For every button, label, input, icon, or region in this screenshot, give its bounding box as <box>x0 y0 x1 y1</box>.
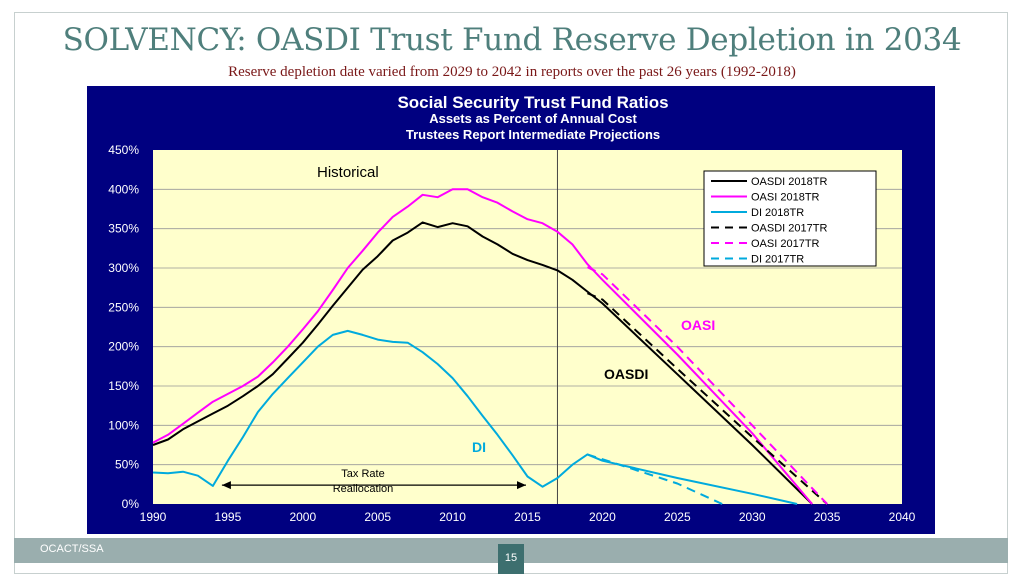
legend: OASDI 2018TR OASI 2018TR DI 2018TR OASDI 20… <box>703 170 877 267</box>
series-line-di-2017tr <box>587 453 723 505</box>
legend-label: DI 2017TR <box>751 254 804 266</box>
footer-org: OCACT/SSA <box>40 543 104 555</box>
x-axis-ticks: 1990 1995 2000 2005 2010 2015 2020 2025 2030 2035… <box>140 510 916 524</box>
slide-title: SOLVENCY: OASDI Trust Fund Reserve Deple… <box>62 22 962 58</box>
x-tick-label: 2000 <box>289 510 316 524</box>
x-tick-label: 1990 <box>140 510 167 524</box>
series-lines <box>152 188 828 505</box>
x-tick-label: 2030 <box>739 510 766 524</box>
legend-label: OASI 2018TR <box>751 192 820 204</box>
chart-subtitle-2: Trustees Report Intermediate Projections <box>406 127 660 142</box>
y-tick-label: 50% <box>115 458 139 472</box>
series-line-oasdi-2018tr <box>152 221 813 505</box>
y-tick-label: 100% <box>108 418 139 432</box>
legend-items: OASDI 2018TR OASI 2018TR DI 2018TR OASDI 20… <box>711 176 827 266</box>
annotation-di: DI <box>472 439 486 455</box>
chart-container: Social Security Trust Fund Ratios Assets… <box>87 86 935 534</box>
annotation-reallocation: Reallocation <box>333 483 394 495</box>
y-axis-ticks: 0% 50% 100% 150% 200% 250% 300% 350% 400% 450% <box>108 143 139 511</box>
y-tick-label: 400% <box>108 182 139 196</box>
y-tick-label: 250% <box>108 300 139 314</box>
arrow-head-right <box>517 481 527 490</box>
x-tick-label: 1995 <box>215 510 242 524</box>
y-tick-label: 150% <box>108 379 139 393</box>
legend-label: OASDI 2017TR <box>751 223 827 235</box>
legend-label: OASI 2017TR <box>751 238 820 250</box>
series-line-oasi-2017tr <box>586 266 828 505</box>
annotation-oasi: OASI <box>681 317 715 333</box>
page-number: 15 <box>498 544 524 574</box>
y-tick-label: 450% <box>108 143 139 157</box>
x-tick-label: 2010 <box>439 510 466 524</box>
legend-label: OASDI 2018TR <box>751 176 827 188</box>
series-line-oasi-2018tr <box>152 188 813 505</box>
x-tick-label: 2040 <box>889 510 916 524</box>
x-tick-label: 2020 <box>589 510 616 524</box>
tax-rate-arrow <box>221 481 527 490</box>
y-tick-label: 300% <box>108 261 139 275</box>
annotation-tax-rate: Tax Rate <box>341 468 384 480</box>
slide-subtitle: Reserve depletion date varied from 2029 … <box>228 64 796 80</box>
y-tick-label: 0% <box>122 497 140 511</box>
y-tick-label: 350% <box>108 222 139 236</box>
arrow-head-left <box>221 481 231 490</box>
annotation-historical: Historical <box>317 164 379 181</box>
annotation-oasdi: OASDI <box>604 366 648 382</box>
x-tick-label: 2035 <box>814 510 841 524</box>
trust-fund-ratio-chart: Social Security Trust Fund Ratios Assets… <box>108 93 916 524</box>
chart-title: Social Security Trust Fund Ratios <box>397 93 668 112</box>
x-tick-label: 2025 <box>664 510 691 524</box>
legend-box <box>703 170 877 267</box>
series-line-di-2018tr <box>152 329 798 505</box>
y-tick-label: 200% <box>108 340 139 354</box>
legend-label: DI 2018TR <box>751 207 804 219</box>
x-tick-label: 2015 <box>514 510 541 524</box>
x-tick-label: 2005 <box>364 510 391 524</box>
chart-subtitle-1: Assets as Percent of Annual Cost <box>429 111 637 126</box>
